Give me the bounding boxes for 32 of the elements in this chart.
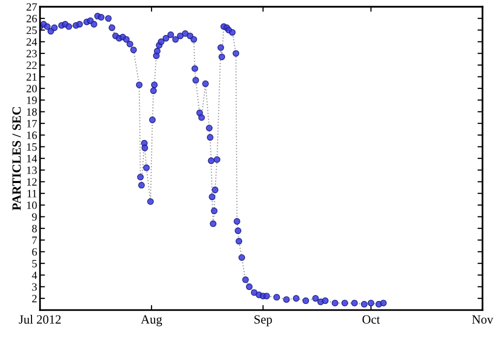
y-tick-label: 27 xyxy=(26,3,37,11)
y-tick-label: 12 xyxy=(27,178,37,186)
x-tick-label: Sep xyxy=(254,315,272,326)
y-tick-label: 7 xyxy=(32,236,37,244)
y-tick-label: 2 xyxy=(32,294,37,302)
y-tick-label: 16 xyxy=(27,132,37,140)
y-tick-label: 9 xyxy=(32,213,37,221)
y-tick-label: 21 xyxy=(26,73,37,81)
y-tick-label: 18 xyxy=(27,108,37,116)
y-tick-label: 3 xyxy=(32,283,37,291)
y-tick-label: 4 xyxy=(32,272,38,279)
y-tick-label: 8 xyxy=(32,224,37,232)
y-tick-label: 6 xyxy=(32,248,37,256)
y-tick-label: 10 xyxy=(27,202,37,210)
x-tick-label: Nov xyxy=(472,315,494,324)
y-tick-label: 23 xyxy=(26,50,37,58)
y-tick-label: 14 xyxy=(27,154,38,162)
y-tick-label: 15 xyxy=(27,143,37,151)
y-tick-label: 25 xyxy=(26,26,37,34)
y-tick-label: 22 xyxy=(26,62,37,69)
y-tick-label: 11 xyxy=(28,190,37,198)
y-tick-label: 26 xyxy=(26,14,37,22)
y-axis-title: PARTICLES / SEC xyxy=(12,107,21,210)
x-tick-label: Oct xyxy=(362,315,380,324)
y-tick-label: 19 xyxy=(27,96,37,104)
y-tick-label: 20 xyxy=(26,84,37,92)
y-tick-label: 24 xyxy=(26,38,38,46)
y-tick-label: 5 xyxy=(32,260,37,268)
x-tick-label: Jul 2012 xyxy=(18,314,61,324)
y-tick-label: 13 xyxy=(27,166,37,174)
x-tick-label: Aug xyxy=(140,315,162,326)
y-tick-label: 17 xyxy=(27,120,37,128)
